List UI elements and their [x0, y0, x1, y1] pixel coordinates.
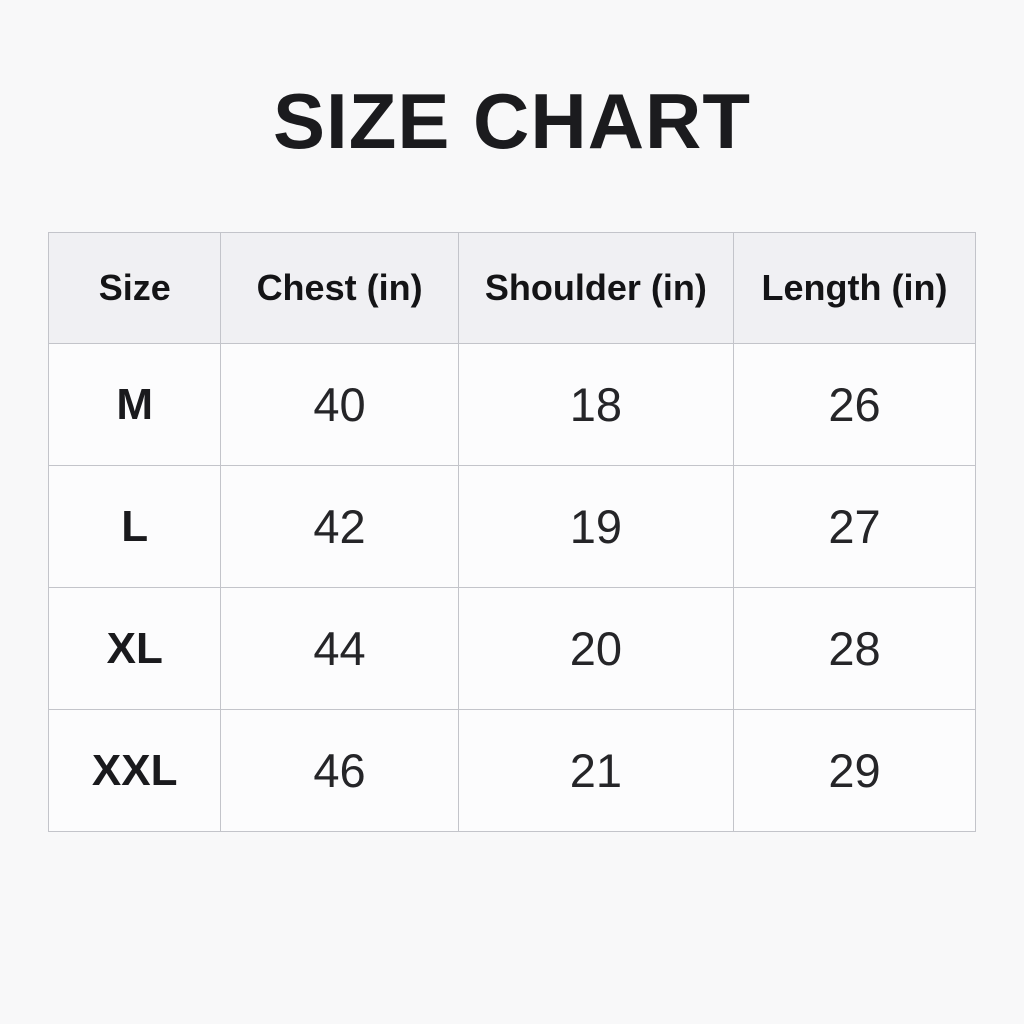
chest-value: 46: [220, 709, 459, 832]
chest-value: 40: [220, 343, 459, 466]
chest-value: 44: [220, 587, 459, 710]
size-chart-table: Size Chest (in) Shoulder (in) Length (in…: [47, 232, 976, 832]
table-row-l: L 42 19 27: [47, 465, 976, 588]
shoulder-value: 20: [457, 587, 735, 710]
size-label: M: [47, 343, 222, 466]
size-label: L: [47, 465, 222, 588]
header-row: Size Chest (in) Shoulder (in) Length (in…: [47, 232, 976, 344]
length-value: 26: [733, 343, 976, 466]
shoulder-value: 21: [457, 709, 735, 832]
size-label: XL: [47, 587, 222, 710]
column-header-size: Size: [47, 232, 222, 344]
shoulder-value: 19: [457, 465, 735, 588]
table-row-xl: XL 44 20 28: [47, 587, 976, 710]
column-header-length: Length (in): [733, 232, 976, 344]
column-header-chest: Chest (in): [220, 232, 459, 344]
shoulder-value: 18: [457, 343, 735, 466]
table-row-m: M 40 18 26: [47, 343, 976, 466]
length-value: 29: [733, 709, 976, 832]
length-value: 27: [733, 465, 976, 588]
size-label: XXL: [47, 709, 222, 832]
chest-value: 42: [220, 465, 459, 588]
column-header-shoulder: Shoulder (in): [457, 232, 735, 344]
length-value: 28: [733, 587, 976, 710]
table-row-xxl: XXL 46 21 29: [47, 709, 976, 832]
page-title: SIZE CHART: [273, 77, 751, 165]
